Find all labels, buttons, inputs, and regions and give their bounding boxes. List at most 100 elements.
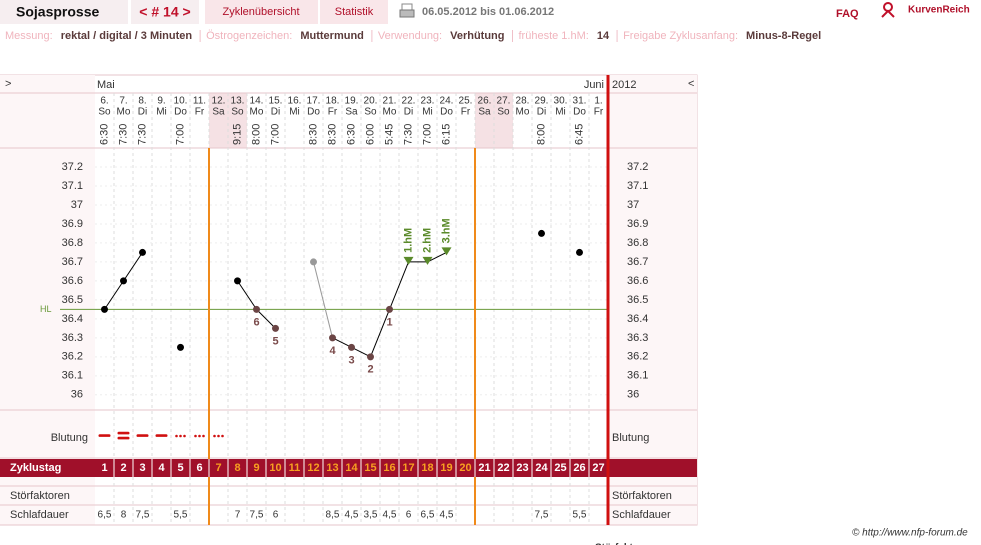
- weekday: Mo: [383, 107, 397, 118]
- y-tick-label: 36.1: [62, 370, 83, 382]
- measure-time: 8:00: [250, 124, 262, 145]
- cut-off-label: Störfaktoren: [595, 543, 654, 545]
- cycle-day: 17: [402, 462, 414, 474]
- date: 7.: [119, 96, 127, 107]
- cycle-day: 7: [215, 462, 221, 474]
- date: 21.: [383, 96, 397, 107]
- measure-time: 8:30: [326, 124, 338, 145]
- cycle-day: 1: [101, 462, 107, 474]
- coverline-label: HL: [40, 304, 52, 314]
- info-label: früheste 1.hM:: [519, 30, 589, 42]
- sleep-value: 3,5: [364, 510, 378, 521]
- y-tick-label: 36.2: [627, 351, 648, 363]
- date: 12.: [212, 96, 226, 107]
- sleep-value: 6,5: [421, 510, 435, 521]
- shaded-day: [228, 93, 247, 148]
- weekday: So: [497, 107, 510, 118]
- date: 9.: [157, 96, 165, 107]
- tab-label[interactable]: Zyklenübersicht: [222, 6, 299, 18]
- y-tick-label: 36.1: [627, 370, 648, 382]
- info-value: rektal / digital / 3 Minuten: [61, 30, 193, 42]
- y-tick-label: 36: [71, 389, 83, 401]
- date: 20.: [364, 96, 378, 107]
- weekday: Sa: [345, 107, 358, 118]
- temp-point: [576, 248, 583, 256]
- temp-line: [256, 309, 276, 329]
- temp-point: [348, 343, 355, 351]
- temp-point: [367, 353, 374, 361]
- sleep-value: 4,5: [440, 510, 454, 521]
- logo[interactable]: KurvenReich: [908, 5, 970, 16]
- temp-point: [177, 343, 184, 351]
- info-value: 14: [597, 30, 610, 42]
- cycle-nav[interactable]: < # 14 >: [139, 4, 190, 20]
- bleeding-icon: [136, 434, 149, 437]
- measure-time: 7:30: [136, 124, 148, 145]
- row-label: Zyklustag: [10, 462, 61, 474]
- low-label: 4: [329, 345, 336, 357]
- date: 14.: [250, 96, 264, 107]
- row-label: Schlafdauer: [612, 509, 671, 521]
- measure-time: 5:45: [383, 124, 395, 145]
- print-icon[interactable]: [399, 3, 415, 18]
- temp-point: [441, 247, 452, 256]
- weekday: Do: [307, 107, 320, 118]
- cycle-day: 9: [253, 462, 259, 474]
- measure-time: 6:45: [573, 124, 585, 145]
- nav-box: [131, 0, 199, 24]
- cycle-chart: > <Mai Juni 20126.So6:307.Mo7:308.Di7:309.M…: [0, 74, 698, 526]
- cycle-day: 21: [478, 462, 490, 474]
- date: 1.: [594, 96, 602, 107]
- tab[interactable]: [205, 0, 318, 24]
- user-title: Sojasprosse: [16, 4, 99, 20]
- info-bar: Messung: rektal / digital / 3 Minuten Östr…: [5, 30, 821, 42]
- date-range: 06.05.2012 bis 01.06.2012: [422, 6, 554, 18]
- temp-point: [139, 248, 146, 256]
- date: 30.: [554, 96, 568, 107]
- sleep-value: 6,5: [98, 510, 112, 521]
- date: 6.: [100, 96, 108, 107]
- weekday: Do: [440, 107, 453, 118]
- bleeding-icon: [198, 434, 201, 438]
- bleeding-icon: [98, 434, 111, 437]
- bleeding-icon: [117, 431, 130, 435]
- y-tick-label: 37.2: [62, 161, 83, 173]
- cycle-day: 23: [516, 462, 528, 474]
- sleep-value: 7: [235, 510, 241, 521]
- tab[interactable]: [320, 0, 388, 24]
- date: 11.: [193, 96, 206, 107]
- temp-point: [403, 256, 414, 265]
- y-tick-label: 36.6: [627, 275, 648, 287]
- date: 15.: [269, 96, 283, 107]
- info-label: Messung:: [5, 30, 53, 42]
- nav-prev[interactable]: >: [5, 78, 11, 90]
- cycle-day: 11: [289, 462, 301, 474]
- weekday: Di: [537, 107, 546, 118]
- nav-next[interactable]: <: [688, 78, 694, 90]
- info-label: Östrogenzeichen:: [206, 30, 292, 42]
- cycle-day: 18: [421, 462, 433, 474]
- measure-time: 6:30: [345, 124, 357, 145]
- faq-link[interactable]: FAQ: [836, 8, 859, 20]
- temp-line: [123, 252, 143, 282]
- bleeding-icon: [202, 434, 205, 438]
- year-label: 2012: [612, 79, 636, 91]
- temp-line: [237, 280, 257, 310]
- y-tick-label: 36.2: [62, 351, 83, 363]
- low-label: 1: [386, 316, 392, 328]
- weekday: Fr: [461, 107, 471, 118]
- row-label: Störfaktoren: [10, 490, 70, 502]
- sleep-value: 7,5: [250, 510, 264, 521]
- temp-line: [389, 261, 409, 310]
- sleep-value: 6: [406, 510, 412, 521]
- tab-label[interactable]: Statistik: [335, 6, 374, 18]
- weekday: Do: [174, 107, 187, 118]
- copyright: © http://www.nfp-forum.de: [852, 528, 968, 539]
- date: 10.: [174, 96, 188, 107]
- temp-line: [104, 280, 124, 310]
- y-tick-label: 36.4: [62, 313, 83, 325]
- date: 19.: [345, 96, 359, 107]
- bleeding-icon: [213, 434, 216, 438]
- cycle-day: 16: [383, 462, 395, 474]
